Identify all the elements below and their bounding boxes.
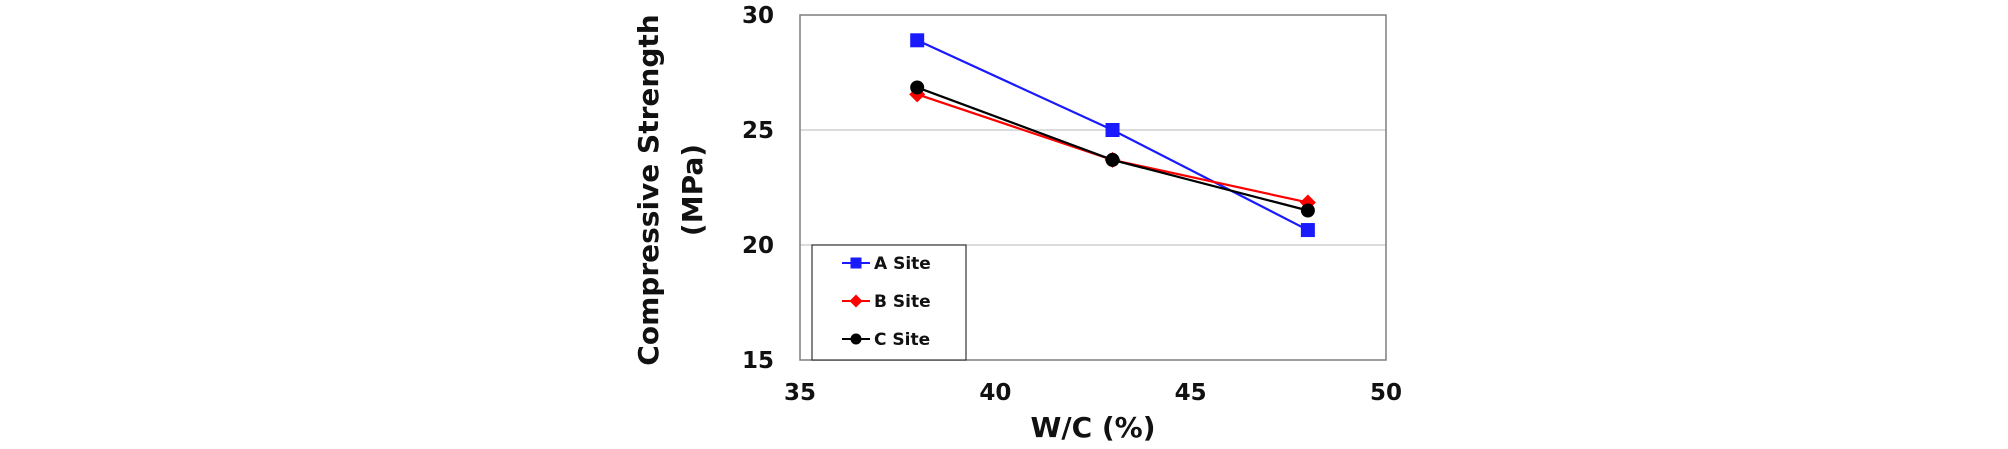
legend-entry: C Site (842, 330, 930, 350)
legend-label: A Site (874, 254, 931, 274)
legend-marker (849, 294, 863, 308)
data-point (1105, 152, 1120, 167)
data-point (1300, 223, 1315, 238)
legend-entry: A Site (842, 254, 931, 274)
gridlines (800, 129, 1386, 246)
legend-entry: B Site (842, 292, 931, 312)
legend-box (811, 244, 967, 361)
x-axis-title: W/C (%) (1030, 411, 1155, 444)
data-point (1105, 123, 1120, 137)
legend-marker (850, 333, 862, 345)
y-tick-label: 20 (742, 233, 774, 259)
x-tick-label: 40 (979, 380, 1011, 406)
series-c-site (910, 80, 1315, 218)
data-point (1300, 203, 1315, 218)
legend-label: C Site (874, 330, 930, 350)
x-tick-label: 50 (1370, 380, 1402, 406)
series-a-site (910, 33, 1315, 238)
series-b-site (909, 86, 1316, 211)
legend-label: B Site (874, 292, 931, 312)
x-tick-label: 45 (1175, 380, 1207, 406)
x-tick-label: 35 (784, 380, 816, 406)
y-axis-title: Compressive Strength (MPa) (632, 14, 709, 365)
data-point (910, 33, 925, 48)
legend-entries: A Site B Site C Site (842, 254, 931, 350)
series-line (916, 93, 1309, 204)
series-line (916, 86, 1309, 212)
legend: A Site B Site C Site (811, 244, 967, 361)
y-tick-label: 15 (742, 348, 774, 374)
plot-area (799, 14, 1387, 361)
series-group (909, 33, 1316, 238)
y-tick-label: 30 (742, 3, 774, 29)
y-axis-title-line-2: (MPa) (676, 144, 709, 236)
y-tick-label: 25 (742, 118, 774, 144)
y-axis-title-line-1: Compressive Strength (632, 14, 665, 365)
legend-marker (850, 257, 862, 269)
axes: 15 20 25 30 35 40 45 50 (742, 3, 1402, 406)
data-point (910, 80, 925, 95)
